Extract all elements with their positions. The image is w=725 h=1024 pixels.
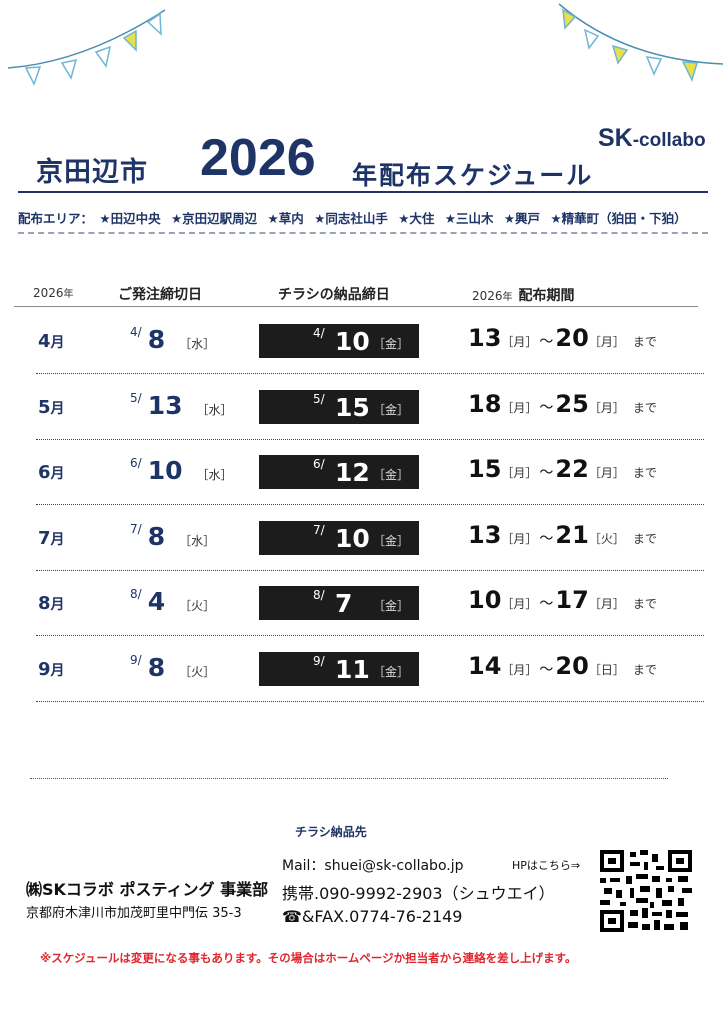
row-order-deadline: 7/8 ［水］ — [130, 522, 216, 551]
contact-mail[interactable]: Mail：shuei@sk-collabo.jp — [282, 858, 464, 874]
delivery-destination-label: チラシ納品先 — [295, 825, 367, 839]
row-month: 7月 — [38, 528, 65, 549]
schedule-row: 5月 5/13 ［水］ 5/15 ［金］ 18［月］ ～25［月］ まで — [0, 376, 725, 442]
schedule-year: 2026 — [200, 129, 316, 187]
row-month: 5月 — [38, 397, 65, 418]
schedule-row: 6月 6/10 ［水］ 6/12 ［金］ 15［月］ ～22［月］ まで — [0, 441, 725, 507]
row-distribution-period: 13［月］ ～21［火］ まで — [468, 521, 657, 549]
row-order-deadline: 5/13 ［水］ — [130, 391, 233, 420]
brand-collabo: -collabo — [632, 130, 706, 151]
row-divider — [36, 570, 704, 571]
bunting-left — [7, 9, 166, 86]
row-distribution-period: 15［月］ ～22［月］ まで — [468, 455, 657, 483]
row-flyer-deadline: 9/11 ［金］ — [259, 652, 419, 686]
row-order-deadline: 4/8 ［水］ — [130, 325, 216, 354]
col-flyer-deadline: チラシの納品締日 — [278, 287, 390, 303]
header-rule — [18, 191, 708, 193]
company-address: 京都府木津川市加茂町里中門伝 35-3 — [26, 906, 242, 921]
row-month: 4月 — [38, 331, 65, 352]
row-order-deadline: 9/8 ［火］ — [130, 653, 216, 682]
area-item: ★草内 — [267, 211, 304, 226]
col-year-1: 2026年 — [33, 286, 74, 300]
row-flyer-deadline: 7/10 ［金］ — [259, 521, 419, 555]
schedule-change-notice: ※スケジュールは変更になる事もあります。その場合はホームページか担当者から連絡を… — [40, 951, 577, 965]
row-distribution-period: 10［月］ ～17［月］ まで — [468, 586, 657, 614]
area-item: ★同志社山手 — [314, 211, 388, 226]
area-label: 配布エリア： — [18, 211, 94, 226]
contact-fax: ☎&FAX.0774-76-2149 — [282, 907, 463, 926]
contact-mobile: 携帯.090-9992-2903（シュウエイ） — [282, 884, 555, 903]
homepage-link-label: HPはこちら⇒ — [512, 859, 581, 872]
row-order-deadline: 6/10 ［水］ — [130, 456, 233, 485]
schedule-row: 4月 4/8 ［水］ 4/10 ［金］ 13［月］ ～20［月］ まで — [0, 310, 725, 376]
row-flyer-deadline: 5/15 ［金］ — [259, 390, 419, 424]
schedule-row: 9月 9/8 ［火］ 9/11 ［金］ 14［月］ ～20［日］ まで — [0, 638, 725, 704]
schedule-title: 年配布スケジュール — [352, 161, 594, 190]
row-divider — [36, 504, 704, 505]
row-flyer-deadline: 4/10 ［金］ — [259, 324, 419, 358]
row-divider — [36, 439, 704, 440]
row-divider — [36, 701, 704, 702]
schedule-row: 8月 8/4 ［火］ 8/7 ［金］ 10［月］ ～17［月］ まで — [0, 572, 725, 638]
company-name: ㈱SKコラボ ポスティング 事業部 — [26, 880, 269, 899]
row-month: 8月 — [38, 593, 65, 614]
row-order-deadline: 8/4 ［火］ — [130, 587, 216, 616]
row-distribution-period: 14［月］ ～20［日］ まで — [468, 652, 657, 680]
row-distribution-period: 13［月］ ～20［月］ まで — [468, 324, 657, 352]
col-order-deadline: ご発注締切日 — [118, 287, 202, 303]
area-item: ★精華町（狛田・下狛） — [550, 211, 687, 226]
brand-sk: SK — [598, 124, 633, 152]
schedule-row: 7月 7/8 ［水］ 7/10 ［金］ 13［月］ ～21［火］ まで — [0, 507, 725, 573]
row-month: 9月 — [38, 659, 65, 680]
area-item: ★京田辺駅周辺 — [170, 211, 258, 226]
row-divider — [36, 635, 704, 636]
bunting-right — [558, 3, 724, 83]
area-item: ★大住 — [398, 211, 435, 226]
row-divider — [36, 373, 704, 374]
distribution-area: 配布エリア： ★田辺中央 ★京田辺駅周辺 ★草内 ★同志社山手 ★大住 ★三山木… — [18, 208, 693, 227]
row-flyer-deadline: 8/7 ［金］ — [259, 586, 419, 620]
row-distribution-period: 18［月］ ～25［月］ まで — [468, 390, 657, 418]
footer-divider — [30, 778, 668, 779]
area-item: ★興戸 — [503, 211, 541, 226]
col-period: 2026年 配布期間 — [472, 288, 575, 304]
city-name: 京田辺市 — [36, 157, 148, 188]
area-item: ★三山木 — [444, 211, 494, 226]
table-header-rule — [14, 306, 698, 307]
area-divider — [18, 232, 708, 234]
qr-code[interactable] — [600, 850, 692, 932]
row-flyer-deadline: 6/12 ［金］ — [259, 455, 419, 489]
area-item: ★田辺中央 — [99, 211, 161, 226]
brand-logo: SK-collabo — [598, 124, 706, 153]
row-month: 6月 — [38, 462, 65, 483]
